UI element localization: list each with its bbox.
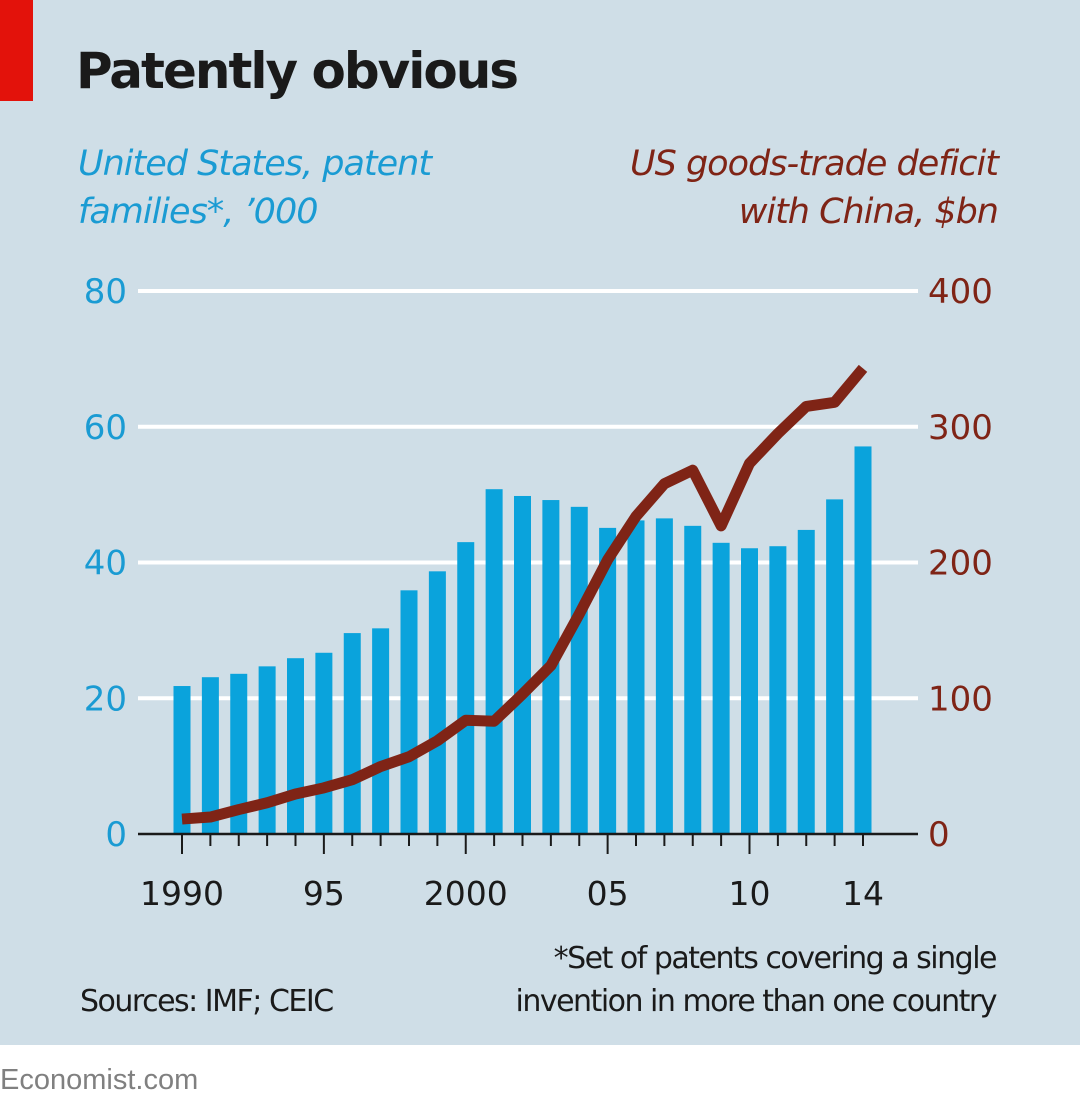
right-tick-label: 0 (928, 815, 950, 855)
bar (769, 546, 787, 834)
right-tick-label: 300 (928, 408, 993, 448)
right-tick-label: 400 (928, 272, 993, 312)
x-tick-label: 1990 (140, 874, 224, 913)
bar (428, 571, 446, 834)
right-tick-label: 100 (928, 679, 993, 719)
bar (655, 518, 673, 834)
left-tick-label: 40 (84, 544, 127, 584)
left-tick-label: 20 (84, 679, 127, 719)
bar (627, 520, 645, 834)
bar (400, 590, 418, 834)
x-tick-label: 95 (303, 874, 345, 913)
x-axis: 1990 95 2000 05 10 14 (138, 832, 918, 913)
bar (457, 542, 475, 834)
left-axis-title: United States, patent families*, ’000 (78, 140, 538, 236)
bar (826, 499, 844, 834)
chart-svg: 0 20 40 60 80 0 100 200 300 400 1990 95 2000 05 10 14 (84, 272, 993, 913)
footnote-line2: invention in more than one country (515, 984, 997, 1019)
bar (570, 506, 588, 834)
chart-panel (0, 0, 1080, 1045)
bar (230, 673, 248, 834)
bar (854, 446, 872, 834)
sources: Sources: IMF; CEIC (80, 984, 334, 1019)
bar (514, 495, 531, 834)
bar (741, 548, 758, 834)
x-tick-label: 05 (587, 874, 629, 913)
bar (372, 628, 390, 834)
left-axis-title-line1: United States, patent (78, 144, 432, 184)
bar (287, 658, 304, 834)
bar (712, 542, 730, 834)
right-axis-ticks: 0 100 200 300 400 (928, 272, 993, 855)
left-tick-label: 80 (84, 272, 127, 312)
bar (485, 489, 503, 834)
footnote: *Set of patents covering a single invent… (515, 937, 998, 1023)
brand-link[interactable]: Economist.com (0, 1064, 199, 1096)
economist-red-tab (0, 0, 33, 101)
bar (315, 652, 333, 834)
bar (599, 527, 617, 834)
right-axis-title-line2: with China, $bn (738, 192, 999, 232)
left-axis-title-line2: families*, ’000 (78, 192, 319, 232)
footnote-line1: *Set of patents covering a single (553, 941, 998, 976)
left-tick-label: 0 (105, 815, 127, 855)
chart-title: Patently obvious (76, 42, 519, 100)
x-tick-label: 2000 (424, 874, 508, 913)
bar-series (173, 446, 872, 834)
right-tick-label: 200 (928, 544, 993, 584)
bar (684, 525, 702, 834)
x-tick-label: 14 (842, 874, 884, 913)
right-axis-title-line1: US goods-trade deficit (629, 144, 999, 184)
bar (173, 686, 191, 834)
right-axis-title: US goods-trade deficit with China, $bn (518, 140, 999, 236)
bar (258, 666, 276, 834)
bar (343, 633, 361, 834)
bar (797, 529, 815, 834)
x-tick-label: 10 (729, 874, 771, 913)
line-series (181, 364, 868, 825)
left-axis-ticks: 0 20 40 60 80 (84, 272, 127, 855)
left-tick-label: 60 (84, 408, 127, 448)
bar (201, 677, 219, 834)
